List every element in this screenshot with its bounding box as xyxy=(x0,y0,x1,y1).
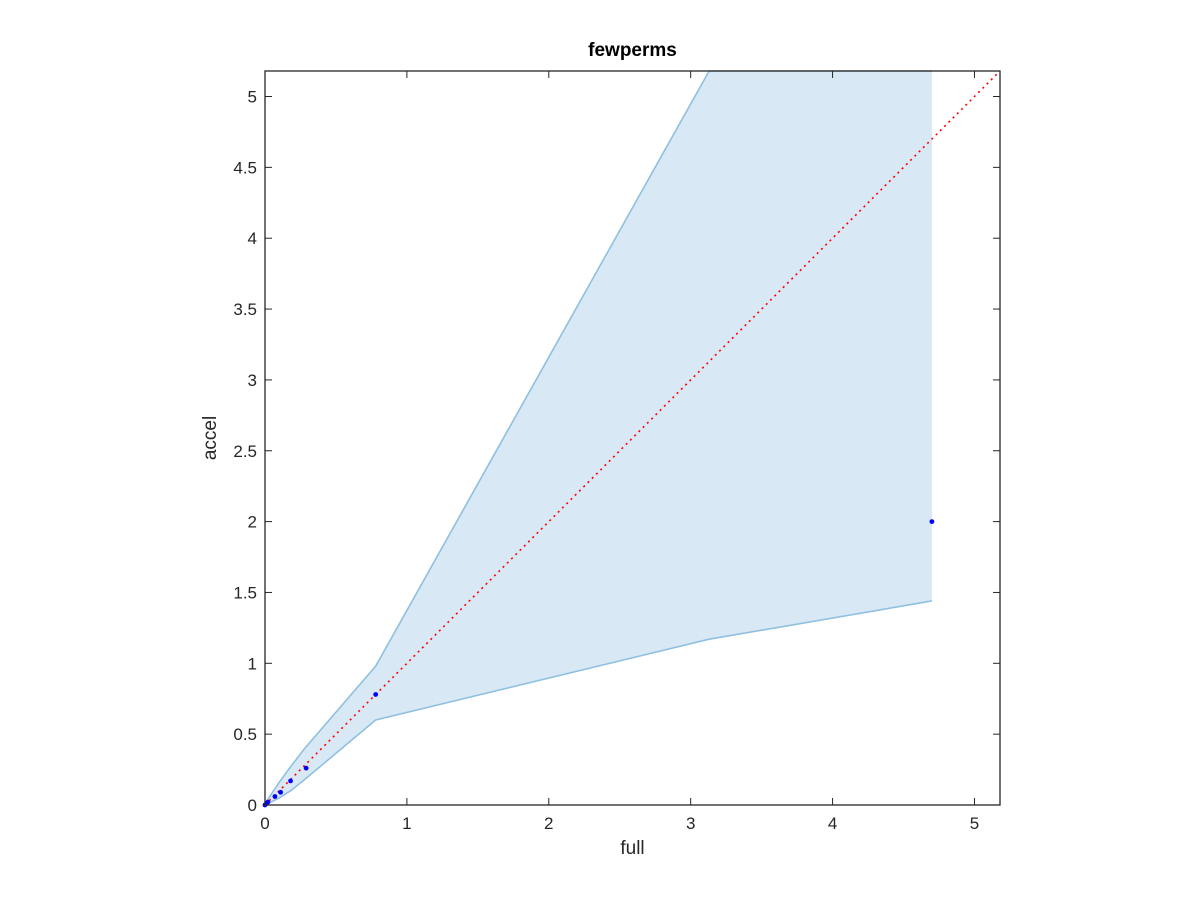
x-tick-label: 1 xyxy=(402,814,411,833)
y-tick-label: 1.5 xyxy=(233,583,257,602)
x-tick-label: 3 xyxy=(686,814,695,833)
x-tick-label: 2 xyxy=(544,814,553,833)
y-tick-label: 4.5 xyxy=(233,158,257,177)
x-tick-label: 0 xyxy=(260,814,269,833)
y-tick-label: 5 xyxy=(248,88,257,107)
data-point xyxy=(265,799,271,805)
data-point xyxy=(272,794,278,799)
y-tick-label: 0 xyxy=(248,796,257,815)
data-point xyxy=(373,692,379,697)
y-tick-label: 2 xyxy=(248,513,257,532)
x-tick-label: 5 xyxy=(970,814,979,833)
data-point xyxy=(288,778,293,784)
chart-title: fewperms xyxy=(588,40,677,61)
x-tick-label: 4 xyxy=(828,814,837,833)
y-tick-label: 3.5 xyxy=(233,300,257,319)
y-tick-label: 4 xyxy=(248,229,257,248)
band-upper-edge xyxy=(264,70,932,805)
y-tick-label: 3 xyxy=(248,371,257,390)
y-tick-label: 1 xyxy=(248,654,257,673)
band-fill xyxy=(265,71,932,805)
x-axis-label: full xyxy=(620,838,645,859)
data-point xyxy=(929,519,935,525)
y-tick-label: 2.5 xyxy=(233,442,257,461)
axes-box xyxy=(264,70,1001,806)
reference-line xyxy=(264,70,1001,806)
data-point xyxy=(303,765,309,771)
y-tick-label: 0.5 xyxy=(233,725,257,744)
data-point xyxy=(278,789,284,795)
